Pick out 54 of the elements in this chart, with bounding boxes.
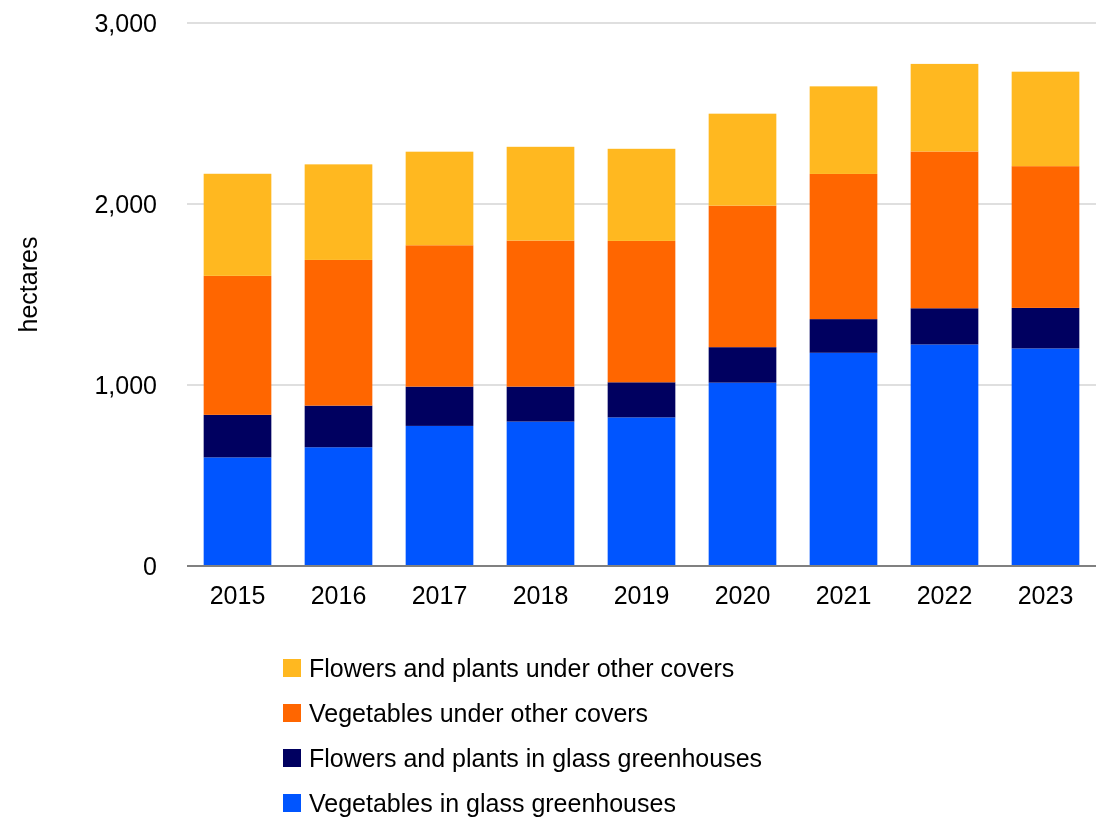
y-tick-label: 2,000	[94, 189, 157, 218]
bar	[607, 417, 676, 566]
x-tick-label: 2020	[714, 580, 771, 609]
bar	[304, 259, 373, 406]
bar	[607, 240, 676, 383]
bar	[809, 352, 878, 566]
bar	[708, 382, 777, 566]
y-axis-title: hectares	[14, 236, 42, 333]
bar	[304, 447, 373, 566]
bar	[1011, 348, 1080, 566]
x-tick-label: 2019	[613, 580, 670, 609]
bar	[910, 308, 979, 345]
x-tick-label: 2015	[209, 580, 266, 609]
legend-label: Flowers and plants in glass greenhouses	[309, 743, 763, 772]
bar	[1011, 71, 1080, 167]
x-tick-label: 2017	[411, 580, 468, 609]
legend-label: Vegetables in glass greenhouses	[309, 788, 676, 817]
bar	[506, 240, 575, 387]
bar	[203, 173, 272, 276]
legend-label: Flowers and plants under other covers	[309, 653, 735, 682]
bar	[405, 386, 474, 426]
bar	[910, 151, 979, 309]
y-tick-label: 1,000	[94, 370, 157, 399]
bar	[809, 173, 878, 320]
bar	[708, 205, 777, 348]
bar	[203, 275, 272, 415]
bar	[910, 344, 979, 566]
bar	[506, 146, 575, 241]
legend-label: Vegetables under other covers	[309, 698, 649, 727]
bar	[910, 63, 979, 152]
bar	[203, 414, 272, 458]
bar	[304, 405, 373, 448]
bar	[809, 319, 878, 353]
bar	[607, 148, 676, 241]
bar	[405, 425, 474, 566]
y-tick-label: 3,000	[94, 8, 157, 37]
y-tick-label: 0	[143, 551, 157, 580]
bar	[809, 86, 878, 174]
x-tick-label: 2018	[512, 580, 569, 609]
bar	[708, 113, 777, 206]
bar	[607, 382, 676, 418]
bar	[506, 386, 575, 422]
bar	[304, 164, 373, 260]
bar	[708, 347, 777, 383]
bar	[405, 245, 474, 387]
x-tick-label: 2016	[310, 580, 367, 609]
x-tick-label: 2022	[916, 580, 973, 609]
bar	[203, 457, 272, 566]
x-tick-label: 2023	[1017, 580, 1074, 609]
bar	[405, 151, 474, 246]
bar	[1011, 166, 1080, 308]
x-tick-label: 2021	[815, 580, 872, 609]
bar	[1011, 307, 1080, 349]
bar	[506, 421, 575, 566]
